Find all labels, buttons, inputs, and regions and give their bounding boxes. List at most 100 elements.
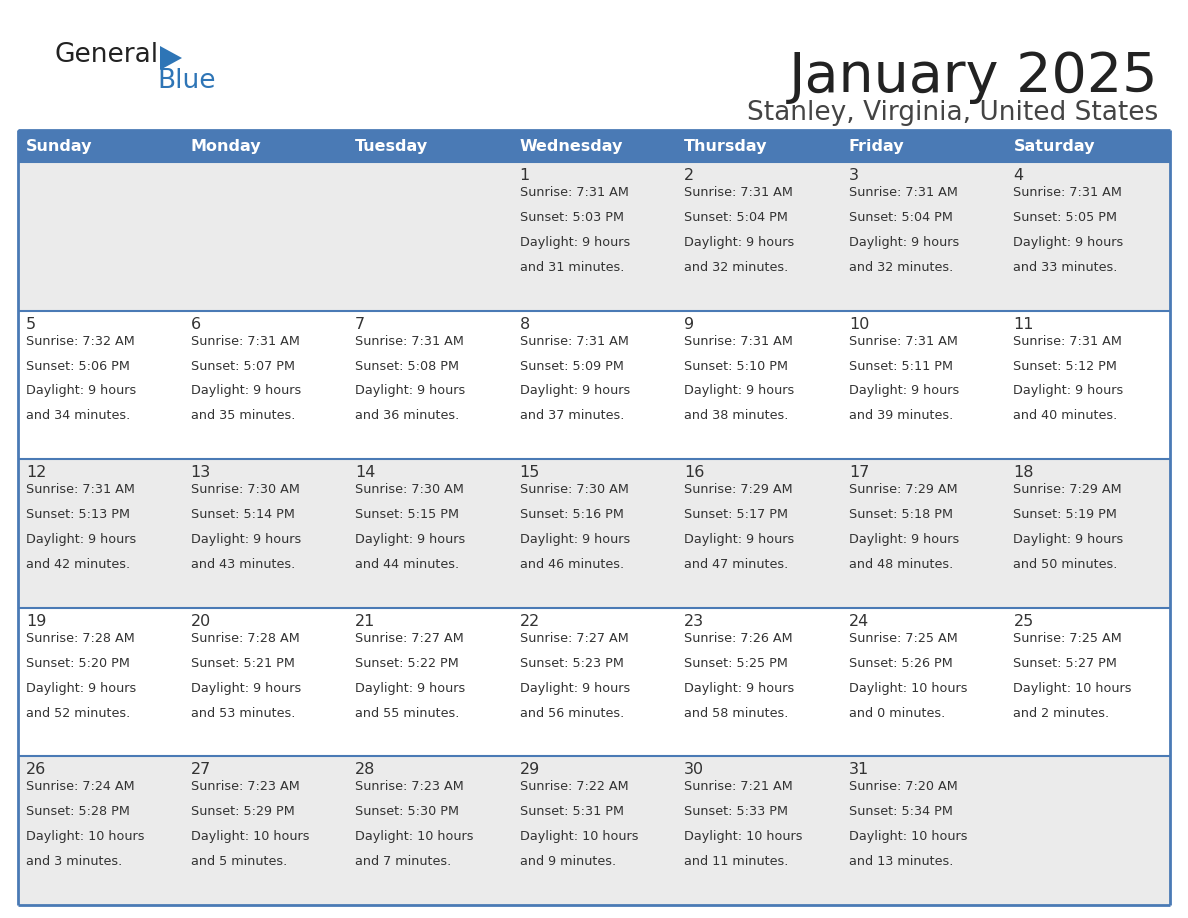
Text: and 34 minutes.: and 34 minutes. — [26, 409, 131, 422]
Text: and 0 minutes.: and 0 minutes. — [849, 707, 946, 720]
Bar — [841, 608, 1005, 756]
Text: and 44 minutes.: and 44 minutes. — [355, 558, 460, 571]
Text: 11: 11 — [1013, 317, 1034, 331]
Text: and 39 minutes.: and 39 minutes. — [849, 409, 953, 422]
Bar — [18, 310, 183, 459]
Text: Sunrise: 7:31 AM: Sunrise: 7:31 AM — [519, 334, 628, 348]
Text: 7: 7 — [355, 317, 365, 331]
Bar — [841, 162, 1005, 310]
Bar — [183, 162, 347, 310]
Bar — [841, 130, 1005, 162]
Text: Wednesday: Wednesday — [519, 139, 623, 153]
Text: Daylight: 9 hours: Daylight: 9 hours — [26, 682, 137, 695]
Text: Sunrise: 7:31 AM: Sunrise: 7:31 AM — [684, 186, 794, 199]
Text: 3: 3 — [849, 168, 859, 183]
Bar — [512, 459, 676, 608]
Text: Sunrise: 7:28 AM: Sunrise: 7:28 AM — [26, 632, 134, 644]
Bar — [1005, 162, 1170, 310]
Text: Daylight: 9 hours: Daylight: 9 hours — [190, 533, 301, 546]
Text: Sunset: 5:17 PM: Sunset: 5:17 PM — [684, 509, 789, 521]
Text: Sunset: 5:34 PM: Sunset: 5:34 PM — [849, 805, 953, 818]
Bar — [512, 162, 676, 310]
Text: Saturday: Saturday — [1013, 139, 1095, 153]
Text: Daylight: 9 hours: Daylight: 9 hours — [355, 533, 466, 546]
Text: Sunset: 5:13 PM: Sunset: 5:13 PM — [26, 509, 129, 521]
Text: 30: 30 — [684, 763, 704, 778]
Bar — [183, 756, 347, 905]
Text: Daylight: 10 hours: Daylight: 10 hours — [519, 830, 638, 844]
Text: 25: 25 — [1013, 614, 1034, 629]
Text: and 53 minutes.: and 53 minutes. — [190, 707, 295, 720]
Bar — [1005, 756, 1170, 905]
Text: Sunset: 5:20 PM: Sunset: 5:20 PM — [26, 656, 129, 670]
Text: Daylight: 10 hours: Daylight: 10 hours — [190, 830, 309, 844]
Text: and 5 minutes.: and 5 minutes. — [190, 856, 286, 868]
Text: 5: 5 — [26, 317, 36, 331]
Text: Daylight: 9 hours: Daylight: 9 hours — [190, 682, 301, 695]
Text: Daylight: 9 hours: Daylight: 9 hours — [1013, 533, 1124, 546]
Text: and 58 minutes.: and 58 minutes. — [684, 707, 789, 720]
Text: Sunrise: 7:25 AM: Sunrise: 7:25 AM — [1013, 632, 1123, 644]
Bar — [841, 310, 1005, 459]
Text: 28: 28 — [355, 763, 375, 778]
Text: Daylight: 10 hours: Daylight: 10 hours — [684, 830, 803, 844]
Text: and 32 minutes.: and 32 minutes. — [684, 261, 789, 274]
Text: Sunrise: 7:27 AM: Sunrise: 7:27 AM — [355, 632, 463, 644]
Text: and 9 minutes.: and 9 minutes. — [519, 856, 615, 868]
Text: Sunday: Sunday — [26, 139, 93, 153]
Text: and 47 minutes.: and 47 minutes. — [684, 558, 789, 571]
Text: and 37 minutes.: and 37 minutes. — [519, 409, 624, 422]
Bar — [18, 608, 183, 756]
Bar — [676, 310, 841, 459]
Text: Sunset: 5:33 PM: Sunset: 5:33 PM — [684, 805, 789, 818]
Text: Daylight: 10 hours: Daylight: 10 hours — [849, 682, 967, 695]
Text: Sunset: 5:18 PM: Sunset: 5:18 PM — [849, 509, 953, 521]
Text: Daylight: 9 hours: Daylight: 9 hours — [849, 533, 959, 546]
Bar — [183, 130, 347, 162]
Bar — [841, 459, 1005, 608]
Bar — [1005, 310, 1170, 459]
Text: Sunset: 5:09 PM: Sunset: 5:09 PM — [519, 360, 624, 373]
Text: Sunset: 5:31 PM: Sunset: 5:31 PM — [519, 805, 624, 818]
Text: and 43 minutes.: and 43 minutes. — [190, 558, 295, 571]
Bar — [1005, 130, 1170, 162]
Text: and 31 minutes.: and 31 minutes. — [519, 261, 624, 274]
Text: Sunrise: 7:31 AM: Sunrise: 7:31 AM — [519, 186, 628, 199]
Text: Sunrise: 7:24 AM: Sunrise: 7:24 AM — [26, 780, 134, 793]
Text: Daylight: 9 hours: Daylight: 9 hours — [1013, 385, 1124, 397]
Text: Daylight: 10 hours: Daylight: 10 hours — [26, 830, 145, 844]
Text: and 11 minutes.: and 11 minutes. — [684, 856, 789, 868]
Text: Sunset: 5:15 PM: Sunset: 5:15 PM — [355, 509, 459, 521]
Text: Sunset: 5:10 PM: Sunset: 5:10 PM — [684, 360, 789, 373]
Bar — [347, 310, 512, 459]
Text: 4: 4 — [1013, 168, 1024, 183]
Text: and 55 minutes.: and 55 minutes. — [355, 707, 460, 720]
Text: Sunrise: 7:27 AM: Sunrise: 7:27 AM — [519, 632, 628, 644]
Text: 19: 19 — [26, 614, 46, 629]
Text: 10: 10 — [849, 317, 870, 331]
Text: Sunset: 5:19 PM: Sunset: 5:19 PM — [1013, 509, 1117, 521]
Text: 20: 20 — [190, 614, 210, 629]
Bar — [512, 130, 676, 162]
Text: 8: 8 — [519, 317, 530, 331]
Text: and 40 minutes.: and 40 minutes. — [1013, 409, 1118, 422]
Text: 6: 6 — [190, 317, 201, 331]
Bar — [841, 756, 1005, 905]
Text: 21: 21 — [355, 614, 375, 629]
Text: General: General — [55, 42, 159, 68]
Text: Sunrise: 7:31 AM: Sunrise: 7:31 AM — [26, 483, 135, 497]
Text: Daylight: 9 hours: Daylight: 9 hours — [519, 385, 630, 397]
Text: 13: 13 — [190, 465, 210, 480]
Bar — [347, 162, 512, 310]
Text: and 48 minutes.: and 48 minutes. — [849, 558, 953, 571]
Text: Sunrise: 7:22 AM: Sunrise: 7:22 AM — [519, 780, 628, 793]
Text: 22: 22 — [519, 614, 541, 629]
Bar — [183, 608, 347, 756]
Text: 2: 2 — [684, 168, 695, 183]
Text: Daylight: 9 hours: Daylight: 9 hours — [849, 385, 959, 397]
Text: and 32 minutes.: and 32 minutes. — [849, 261, 953, 274]
Bar — [347, 756, 512, 905]
Text: Sunset: 5:12 PM: Sunset: 5:12 PM — [1013, 360, 1117, 373]
Text: Sunset: 5:07 PM: Sunset: 5:07 PM — [190, 360, 295, 373]
Polygon shape — [160, 46, 182, 70]
